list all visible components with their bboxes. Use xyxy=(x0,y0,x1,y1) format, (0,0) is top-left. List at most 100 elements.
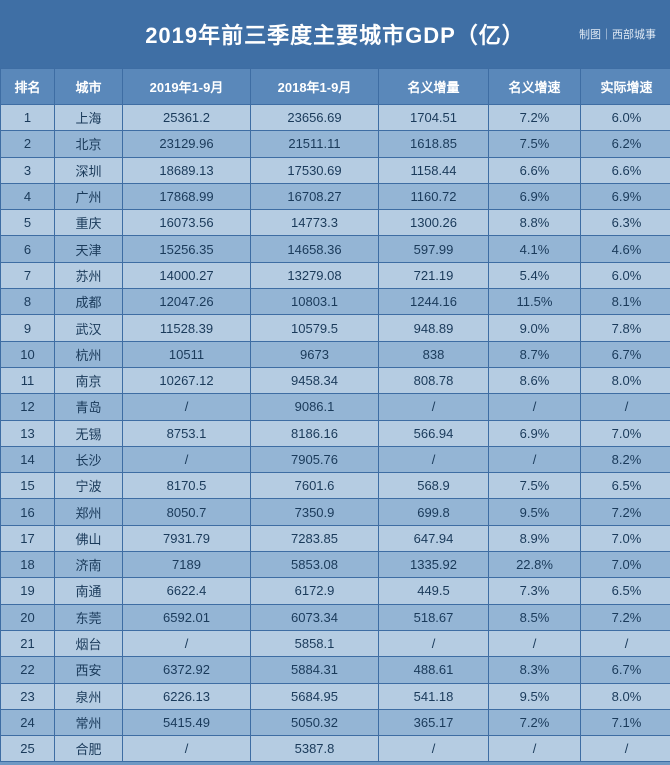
table-row: 12青岛/9086.1/// xyxy=(1,394,670,420)
cell-19-6: 7.2% xyxy=(581,604,670,630)
table-row: 4广州17868.9916708.271160.726.9%6.9% xyxy=(1,183,670,209)
cell-21-1: 西安 xyxy=(55,657,123,683)
cell-7-2: 12047.26 xyxy=(123,289,251,315)
cell-24-3: 5387.8 xyxy=(251,736,379,762)
cell-23-6: 7.1% xyxy=(581,709,670,735)
cell-4-5: 8.8% xyxy=(489,210,581,236)
cell-0-4: 1704.51 xyxy=(379,105,489,131)
cell-15-3: 7350.9 xyxy=(251,499,379,525)
cell-0-3: 23656.69 xyxy=(251,105,379,131)
cell-3-1: 广州 xyxy=(55,183,123,209)
cell-13-1: 长沙 xyxy=(55,446,123,472)
table-row: 23泉州6226.135684.95541.189.5%8.0% xyxy=(1,683,670,709)
cell-6-2: 14000.27 xyxy=(123,262,251,288)
cell-16-2: 7931.79 xyxy=(123,525,251,551)
cell-1-1: 北京 xyxy=(55,131,123,157)
col-header-5: 名义增速 xyxy=(489,69,581,105)
cell-15-4: 699.8 xyxy=(379,499,489,525)
cell-15-5: 9.5% xyxy=(489,499,581,525)
table-row: 20东莞6592.016073.34518.678.5%7.2% xyxy=(1,604,670,630)
cell-1-0: 2 xyxy=(1,131,55,157)
cell-21-0: 22 xyxy=(1,657,55,683)
table-row: 10杭州1051196738388.7%6.7% xyxy=(1,341,670,367)
table-row: 16郑州8050.77350.9699.89.5%7.2% xyxy=(1,499,670,525)
cell-24-1: 合肥 xyxy=(55,736,123,762)
cell-12-4: 566.94 xyxy=(379,420,489,446)
cell-4-6: 6.3% xyxy=(581,210,670,236)
cell-19-2: 6592.01 xyxy=(123,604,251,630)
cell-23-5: 7.2% xyxy=(489,709,581,735)
cell-9-5: 8.7% xyxy=(489,341,581,367)
cell-11-1: 青岛 xyxy=(55,394,123,420)
cell-14-3: 7601.6 xyxy=(251,473,379,499)
cell-7-6: 8.1% xyxy=(581,289,670,315)
cell-13-3: 7905.76 xyxy=(251,446,379,472)
cell-10-3: 9458.34 xyxy=(251,367,379,393)
cell-17-4: 1335.92 xyxy=(379,552,489,578)
cell-19-4: 518.67 xyxy=(379,604,489,630)
table-row: 25合肥/5387.8/// xyxy=(1,736,670,762)
table-row: 11南京10267.129458.34808.788.6%8.0% xyxy=(1,367,670,393)
cell-20-4: / xyxy=(379,630,489,656)
cell-15-0: 16 xyxy=(1,499,55,525)
cell-7-3: 10803.1 xyxy=(251,289,379,315)
cell-7-5: 11.5% xyxy=(489,289,581,315)
cell-20-3: 5858.1 xyxy=(251,630,379,656)
cell-10-6: 8.0% xyxy=(581,367,670,393)
cell-11-5: / xyxy=(489,394,581,420)
cell-12-5: 6.9% xyxy=(489,420,581,446)
table-body: 1上海25361.223656.691704.517.2%6.0%2北京2312… xyxy=(1,105,670,762)
cell-22-3: 5684.95 xyxy=(251,683,379,709)
col-header-2: 2019年1-9月 xyxy=(123,69,251,105)
cell-9-2: 10511 xyxy=(123,341,251,367)
page-title: 2019年前三季度主要城市GDP（亿） xyxy=(145,18,525,50)
table-row: 17佛山7931.797283.85647.948.9%7.0% xyxy=(1,525,670,551)
cell-20-5: / xyxy=(489,630,581,656)
cell-6-1: 苏州 xyxy=(55,262,123,288)
cell-22-5: 9.5% xyxy=(489,683,581,709)
cell-2-2: 18689.13 xyxy=(123,157,251,183)
cell-17-0: 18 xyxy=(1,552,55,578)
table-row: 19南通6622.46172.9449.57.3%6.5% xyxy=(1,578,670,604)
cell-11-6: / xyxy=(581,394,670,420)
cell-0-6: 6.0% xyxy=(581,105,670,131)
table-row: 24常州5415.495050.32365.177.2%7.1% xyxy=(1,709,670,735)
table-row: 22西安6372.925884.31488.618.3%6.7% xyxy=(1,657,670,683)
credit-label: 制图｜西部城事 xyxy=(579,26,656,42)
cell-23-2: 5415.49 xyxy=(123,709,251,735)
cell-18-3: 6172.9 xyxy=(251,578,379,604)
cell-14-6: 6.5% xyxy=(581,473,670,499)
cell-11-4: / xyxy=(379,394,489,420)
cell-16-4: 647.94 xyxy=(379,525,489,551)
cell-17-3: 5853.08 xyxy=(251,552,379,578)
cell-5-2: 15256.35 xyxy=(123,236,251,262)
cell-0-2: 25361.2 xyxy=(123,105,251,131)
cell-4-2: 16073.56 xyxy=(123,210,251,236)
cell-3-6: 6.9% xyxy=(581,183,670,209)
cell-7-0: 8 xyxy=(1,289,55,315)
table-row: 9武汉11528.3910579.5948.899.0%7.8% xyxy=(1,315,670,341)
cell-15-6: 7.2% xyxy=(581,499,670,525)
gdp-table: 排名城市2019年1-9月2018年1-9月名义增量名义增速实际增速 1上海25… xyxy=(0,68,670,762)
cell-18-5: 7.3% xyxy=(489,578,581,604)
table-row: 7苏州14000.2713279.08721.195.4%6.0% xyxy=(1,262,670,288)
cell-13-5: / xyxy=(489,446,581,472)
cell-6-3: 13279.08 xyxy=(251,262,379,288)
cell-20-2: / xyxy=(123,630,251,656)
cell-18-6: 6.5% xyxy=(581,578,670,604)
cell-17-5: 22.8% xyxy=(489,552,581,578)
cell-2-5: 6.6% xyxy=(489,157,581,183)
cell-10-4: 808.78 xyxy=(379,367,489,393)
cell-20-6: / xyxy=(581,630,670,656)
cell-9-0: 10 xyxy=(1,341,55,367)
cell-10-5: 8.6% xyxy=(489,367,581,393)
cell-16-6: 7.0% xyxy=(581,525,670,551)
cell-14-0: 15 xyxy=(1,473,55,499)
cell-9-1: 杭州 xyxy=(55,341,123,367)
cell-13-6: 8.2% xyxy=(581,446,670,472)
cell-17-1: 济南 xyxy=(55,552,123,578)
cell-8-4: 948.89 xyxy=(379,315,489,341)
cell-8-3: 10579.5 xyxy=(251,315,379,341)
table-head: 排名城市2019年1-9月2018年1-9月名义增量名义增速实际增速 xyxy=(1,69,670,105)
cell-2-0: 3 xyxy=(1,157,55,183)
